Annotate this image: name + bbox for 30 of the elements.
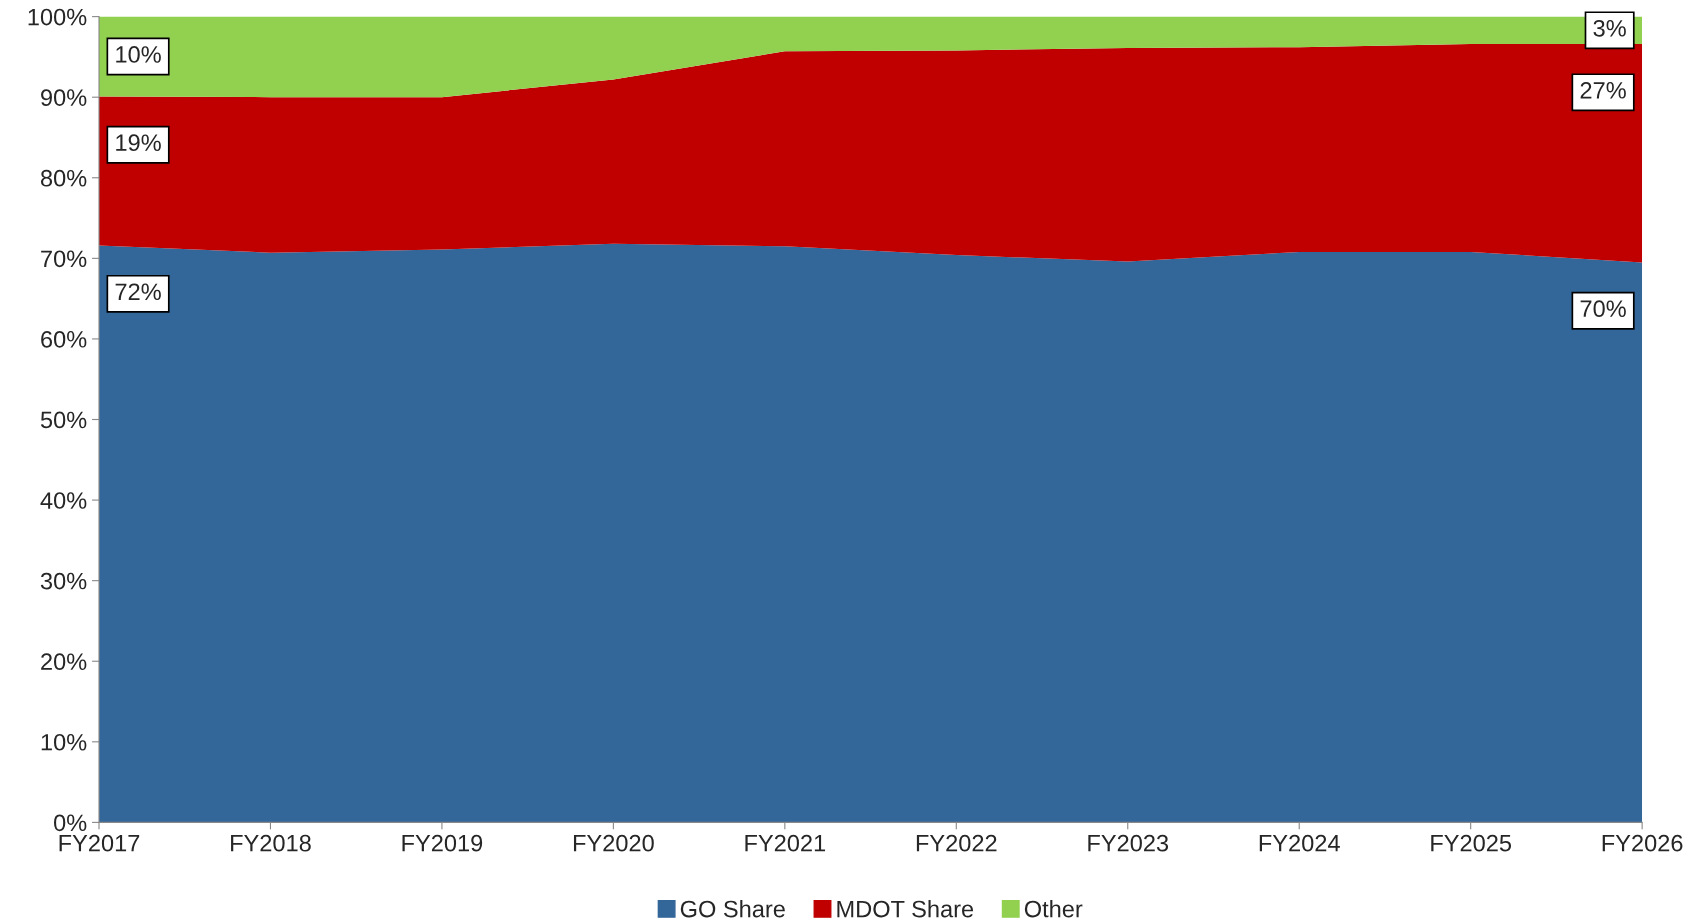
legend-label: GO Share: [680, 900, 785, 918]
y-tick-label: 0%: [54, 814, 87, 832]
x-tick-label: FY2026: [1602, 834, 1683, 852]
x-tick-label: FY2017: [59, 834, 140, 852]
x-tick-label: FY2023: [1088, 834, 1169, 852]
y-tick-label: 70%: [41, 250, 87, 268]
y-tick-label: 50%: [40, 411, 87, 429]
x-tick-label: FY2021: [745, 834, 826, 852]
x-tick-label: FY2022: [916, 834, 997, 852]
y-tick-label: 90%: [41, 89, 87, 106]
y-tick-label: 100%: [28, 8, 87, 26]
x-tick-label: FY2020: [573, 834, 654, 852]
y-tick-label: 30%: [40, 572, 87, 590]
data-label: 10%: [116, 46, 161, 63]
legend-label: Other: [1024, 900, 1083, 918]
y-tick-label: 60%: [41, 330, 87, 348]
y-tick-label: 10%: [41, 733, 87, 751]
data-label: 19%: [116, 134, 161, 152]
data-label: 70%: [1580, 300, 1626, 318]
x-tick-label: FY2018: [231, 834, 311, 852]
y-tick-label: 40%: [40, 492, 87, 509]
x-tick-label: FY2024: [1259, 834, 1340, 852]
data-label: 27%: [1580, 81, 1626, 99]
y-tick-label: 80%: [40, 169, 87, 187]
data-label: 3%: [1593, 19, 1626, 37]
x-tick-label: FY2019: [402, 834, 483, 852]
y-tick-label: 20%: [41, 653, 87, 671]
legend-label: MDOT Share: [837, 900, 974, 918]
x-tick-label: FY2025: [1431, 834, 1512, 852]
data-label: 72%: [115, 283, 161, 301]
